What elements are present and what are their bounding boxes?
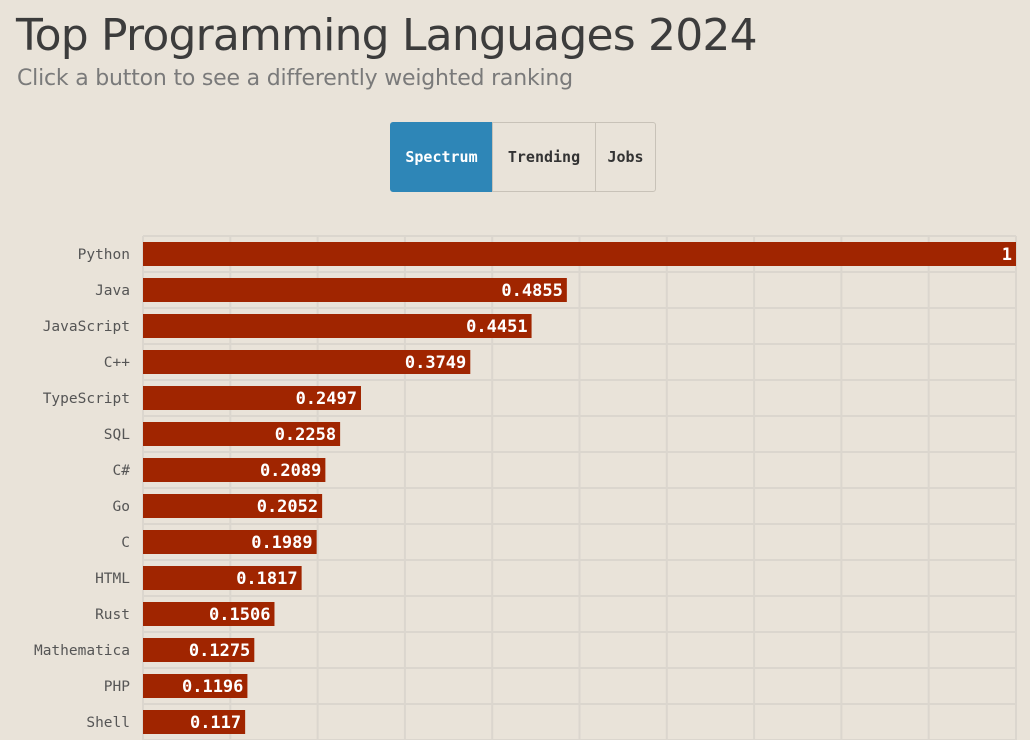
category-labels: Python Java JavaScript C++ TypeScript SQL C# Go… — [34, 247, 130, 731]
category-label: Java — [95, 283, 130, 299]
grid-lines — [142, 235, 1017, 740]
bar — [143, 494, 323, 518]
category-label: Rust — [95, 607, 130, 623]
bars — [143, 242, 1016, 734]
bar — [143, 242, 1016, 266]
value-label: 0.1989 — [251, 533, 312, 553]
category-label: Shell — [86, 715, 130, 731]
spectrum-button[interactable]: Spectrum — [390, 122, 493, 192]
bar — [143, 458, 326, 482]
value-label: 0.4855 — [501, 281, 562, 301]
category-label: C# — [113, 463, 131, 479]
bar — [143, 710, 246, 734]
weighting-button-group: Spectrum Trending Jobs — [390, 122, 656, 192]
value-label: 0.4451 — [466, 317, 527, 337]
value-label: 0.3749 — [405, 353, 466, 373]
value-label: 0.2497 — [296, 389, 357, 409]
value-label: 0.2052 — [257, 497, 318, 517]
category-label: C — [121, 535, 130, 551]
category-label: JavaScript — [43, 319, 130, 335]
bar — [143, 350, 471, 374]
value-label: 0.2258 — [275, 425, 336, 445]
category-label: Python — [78, 247, 130, 263]
value-label: 0.117 — [190, 713, 241, 733]
value-label: 0.1817 — [236, 569, 297, 589]
trending-button[interactable]: Trending — [492, 122, 596, 192]
bar — [143, 278, 567, 302]
value-label: 0.1506 — [209, 605, 270, 625]
bar — [143, 530, 317, 554]
page-title: Top Programming Languages 2024 — [16, 10, 758, 61]
category-label: TypeScript — [43, 391, 130, 407]
page-subtitle: Click a button to see a differently weig… — [17, 66, 573, 91]
bar — [143, 602, 275, 626]
category-label: C++ — [104, 355, 130, 371]
bar — [143, 674, 248, 698]
value-label: 0.1196 — [182, 677, 243, 697]
category-label: SQL — [104, 427, 130, 443]
category-label: HTML — [95, 571, 130, 587]
category-label: PHP — [104, 679, 130, 695]
category-label: Go — [113, 499, 130, 515]
bar — [143, 314, 532, 338]
jobs-button[interactable]: Jobs — [595, 122, 656, 192]
value-label: 0.2089 — [260, 461, 321, 481]
bar — [143, 638, 255, 662]
category-label: Mathematica — [34, 643, 130, 659]
value-label: 1 — [1002, 245, 1012, 265]
bar — [143, 566, 302, 590]
bar — [143, 422, 341, 446]
bar — [143, 386, 361, 410]
value-label: 0.1275 — [189, 641, 250, 661]
